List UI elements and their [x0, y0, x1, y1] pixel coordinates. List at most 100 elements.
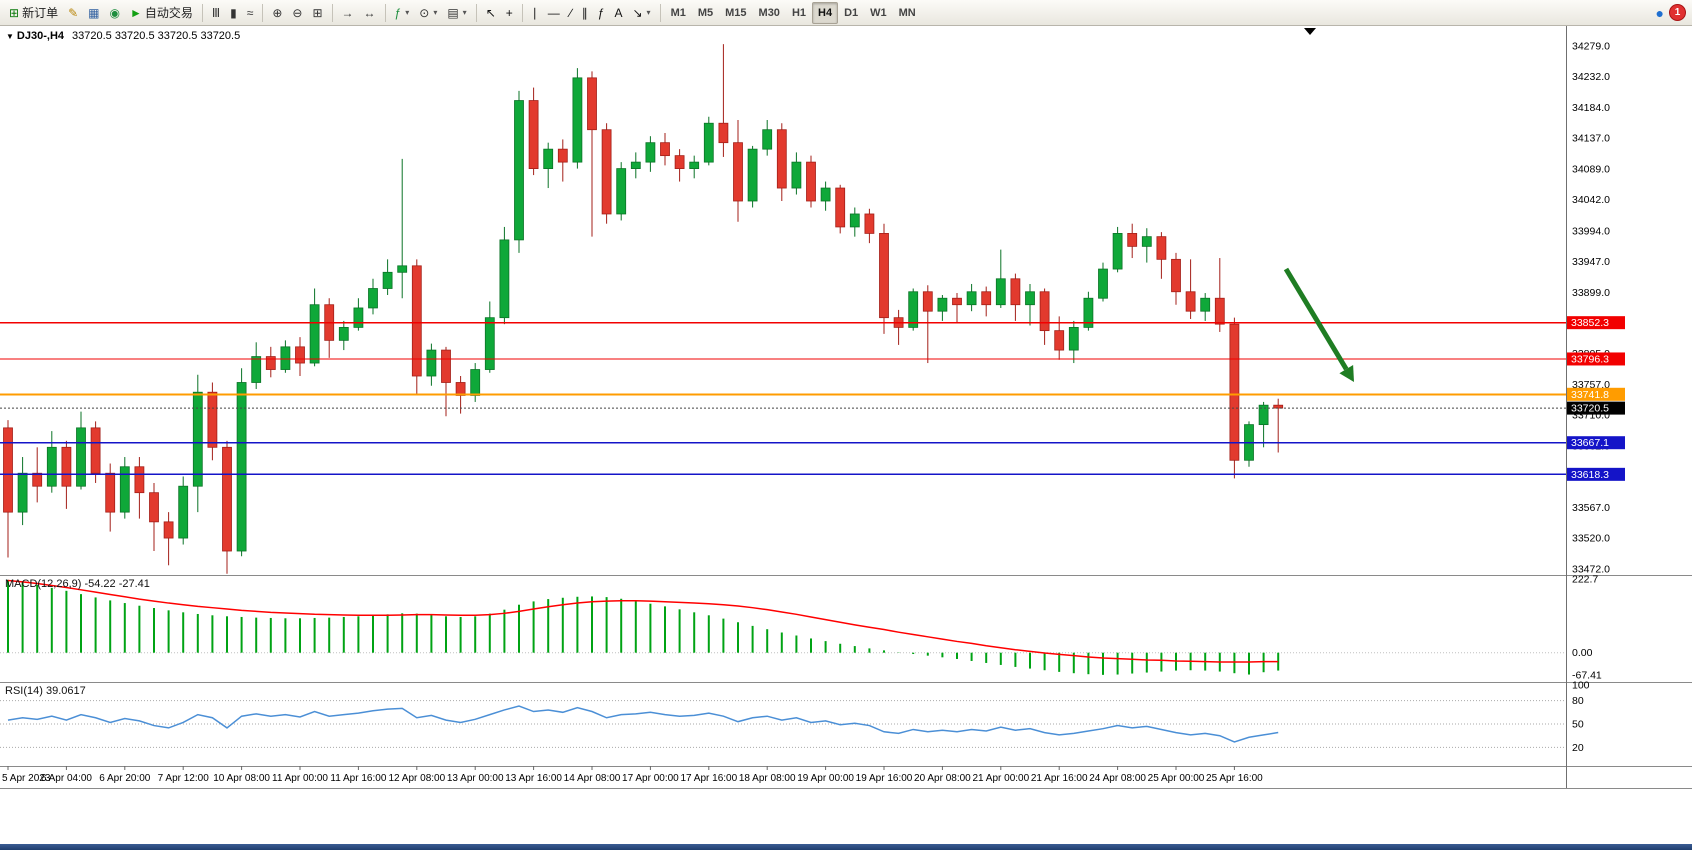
- svg-text:34089.0: 34089.0: [1572, 164, 1610, 176]
- price-badge: 33741.8: [1567, 387, 1625, 401]
- zoom-out-icon: ⊖: [292, 5, 303, 20]
- candle-body: [499, 239, 510, 319]
- cursor-button[interactable]: ↖: [481, 2, 501, 24]
- fibonacci-button[interactable]: ƒ: [593, 2, 610, 24]
- svg-text:11 Apr 16:00: 11 Apr 16:00: [330, 773, 386, 784]
- chart-menu-icon[interactable]: ▼: [6, 32, 14, 41]
- vertical-line-button[interactable]: ∣: [527, 2, 543, 24]
- macd-panel: 222.7 0.00 -67.41: [0, 574, 1602, 682]
- crosshair-button[interactable]: +: [501, 2, 518, 24]
- candle-body: [806, 161, 816, 202]
- indicators-button[interactable]: ƒ: [390, 2, 415, 24]
- symbol-period-label: DJ30-,H4: [16, 30, 64, 42]
- svg-text:7 Apr 12:00: 7 Apr 12:00: [158, 773, 210, 784]
- chart-window[interactable]: ▼ DJ30-,H4 33720.5 33720.5 33720.5 33720.5…: [0, 26, 1692, 844]
- candle-body: [368, 288, 378, 309]
- candle-body: [572, 77, 583, 163]
- line-chart-button[interactable]: ≈: [242, 2, 259, 24]
- timeframe-w1-button[interactable]: W1: [870, 6, 887, 19]
- channel-button[interactable]: ∥: [577, 2, 593, 24]
- candle-body: [426, 349, 437, 377]
- text-icon: A: [614, 5, 623, 20]
- toolbar-separator: [262, 3, 264, 22]
- candle-body: [90, 427, 101, 474]
- timeframe-m15-button[interactable]: M15: [725, 6, 747, 19]
- svg-text:24 Apr 08:00: 24 Apr 08:00: [1089, 773, 1146, 784]
- auto-scroll-button[interactable]: →: [337, 2, 359, 24]
- svg-text:34042.0: 34042.0: [1572, 194, 1610, 206]
- candle-body: [105, 472, 116, 513]
- autotrading-button[interactable]: ► 自动交易: [125, 2, 198, 24]
- metaeditor-button[interactable]: ✎: [63, 2, 83, 24]
- profiles-button[interactable]: ◉: [104, 2, 124, 24]
- periods-button[interactable]: ⊙: [414, 2, 442, 24]
- chart-canvas[interactable]: 34279.0 34232.0 34184.0 34137.0 34089.0 34042…: [0, 26, 1692, 844]
- trend-arrow-annotation[interactable]: [1283, 267, 1354, 382]
- svg-text:25 Apr 16:00: 25 Apr 16:00: [1206, 773, 1263, 784]
- candle-body: [1214, 297, 1225, 325]
- tile-windows-button[interactable]: ⊞: [307, 2, 327, 24]
- new-order-button[interactable]: ⊞ 新订单: [4, 2, 63, 24]
- svg-text:100: 100: [1572, 680, 1590, 692]
- svg-text:5 Apr 2023: 5 Apr 2023: [2, 773, 51, 784]
- timeframe-d1-button[interactable]: D1: [844, 6, 859, 19]
- candle-body: [76, 427, 86, 487]
- shift-marker-icon[interactable]: [1304, 28, 1316, 35]
- timeframe-mn-button[interactable]: MN: [898, 6, 916, 19]
- candle-body: [543, 148, 554, 169]
- arrows-button[interactable]: ↘: [627, 2, 655, 24]
- svg-text:-67.41: -67.41: [1572, 670, 1602, 682]
- candle-body: [455, 382, 466, 396]
- trendline-button[interactable]: ∕: [565, 2, 577, 24]
- horizontal-line-button[interactable]: —: [543, 2, 565, 24]
- templates-button[interactable]: ▤: [442, 2, 471, 24]
- new-chart-button[interactable]: ▦: [83, 2, 104, 24]
- svg-text:33472.0: 33472.0: [1572, 564, 1610, 576]
- candle-body: [484, 317, 495, 370]
- svg-text:12 Apr 08:00: 12 Apr 08:00: [388, 773, 445, 784]
- candle-body: [1098, 268, 1108, 299]
- candle-body: [922, 291, 933, 312]
- timeframe-h4-button[interactable]: H4: [812, 1, 839, 24]
- candle-body: [149, 492, 159, 523]
- zoom-out-button[interactable]: ⊖: [287, 2, 307, 24]
- timeframe-h1-button[interactable]: H1: [791, 6, 806, 19]
- candle-body: [937, 297, 948, 312]
- timeframe-m30-button[interactable]: M30: [758, 6, 780, 19]
- notification-badge[interactable]: 1: [1669, 4, 1686, 21]
- timeframe-m1-button[interactable]: M1: [670, 6, 686, 19]
- svg-text:17 Apr 16:00: 17 Apr 16:00: [680, 773, 737, 784]
- new-order-icon: ⊞: [9, 5, 20, 20]
- bar-chart-button[interactable]: Ⅲ: [207, 2, 225, 24]
- trendline-icon: ∕: [569, 5, 572, 20]
- zoom-in-button[interactable]: ⊕: [267, 2, 287, 24]
- candle-body: [295, 346, 305, 364]
- candle-body: [338, 326, 349, 341]
- candle-body: [441, 349, 451, 383]
- candle-body: [981, 291, 992, 306]
- candle-body: [966, 291, 977, 306]
- svg-text:33520.0: 33520.0: [1572, 533, 1610, 545]
- svg-text:33852.3: 33852.3: [1571, 317, 1609, 329]
- svg-text:14 Apr 08:00: 14 Apr 08:00: [564, 773, 621, 784]
- chart-shift-button[interactable]: ↔: [359, 2, 381, 24]
- candle-body: [703, 122, 714, 163]
- candle-body: [397, 265, 408, 273]
- candlestick-button[interactable]: ▮: [225, 2, 242, 24]
- candle-body: [251, 356, 262, 383]
- candle-body: [1068, 326, 1079, 351]
- candle-body: [178, 485, 189, 539]
- price-axis[interactable]: 34279.0 34232.0 34184.0 34137.0 34089.0 34042…: [1572, 41, 1610, 576]
- auto-scroll-icon: →: [341, 5, 354, 20]
- candle-body: [1258, 404, 1269, 426]
- candle-body: [747, 148, 758, 202]
- community-icon[interactable]: ●: [1655, 4, 1664, 21]
- candle-body: [514, 100, 524, 241]
- candle-body: [718, 122, 729, 144]
- bar-chart-icon: Ⅲ: [211, 5, 221, 20]
- price-badge: 33720.5: [1567, 401, 1625, 415]
- text-button[interactable]: A: [609, 2, 627, 24]
- candle-body: [689, 161, 700, 169]
- timeframe-m5-button[interactable]: M5: [697, 6, 714, 19]
